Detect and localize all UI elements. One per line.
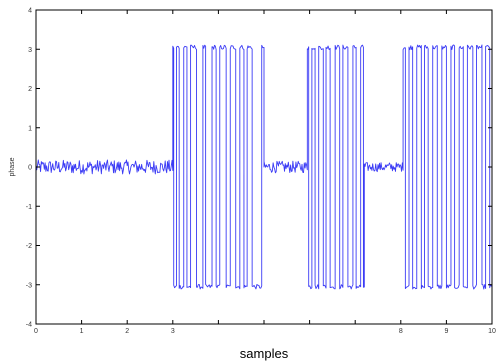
y-tick-label: 1	[28, 125, 32, 132]
y-tick-label: 2	[28, 86, 32, 93]
x-tick-label: 9	[444, 328, 448, 335]
y-tick-label: -4	[26, 322, 32, 329]
y-tick-label: 0	[28, 165, 32, 172]
x-tick-label: 10	[488, 328, 496, 335]
x-tick-label: 8	[399, 328, 403, 335]
axis-ticks: 0 1 2 3 8 9 10 -4 -3 -2 -1 0 1 2 3 4	[26, 8, 496, 336]
axes-box	[35, 9, 493, 325]
y-tick-label: -3	[26, 282, 32, 289]
x-tick-label: 1	[80, 328, 84, 335]
y-tick-label: 4	[28, 8, 32, 15]
x-tick-label: 2	[125, 328, 129, 335]
y-tick-label: -2	[26, 243, 32, 250]
x-axis-label: samples	[240, 346, 289, 361]
x-tick-label: 0	[34, 328, 38, 335]
y-tick-label: -1	[26, 204, 32, 211]
series-line-0	[36, 44, 492, 290]
y-axis-label: phase	[9, 157, 16, 176]
x-tick-label: 3	[171, 328, 175, 335]
plot-area	[36, 44, 492, 290]
y-tick-label: 3	[28, 47, 32, 54]
